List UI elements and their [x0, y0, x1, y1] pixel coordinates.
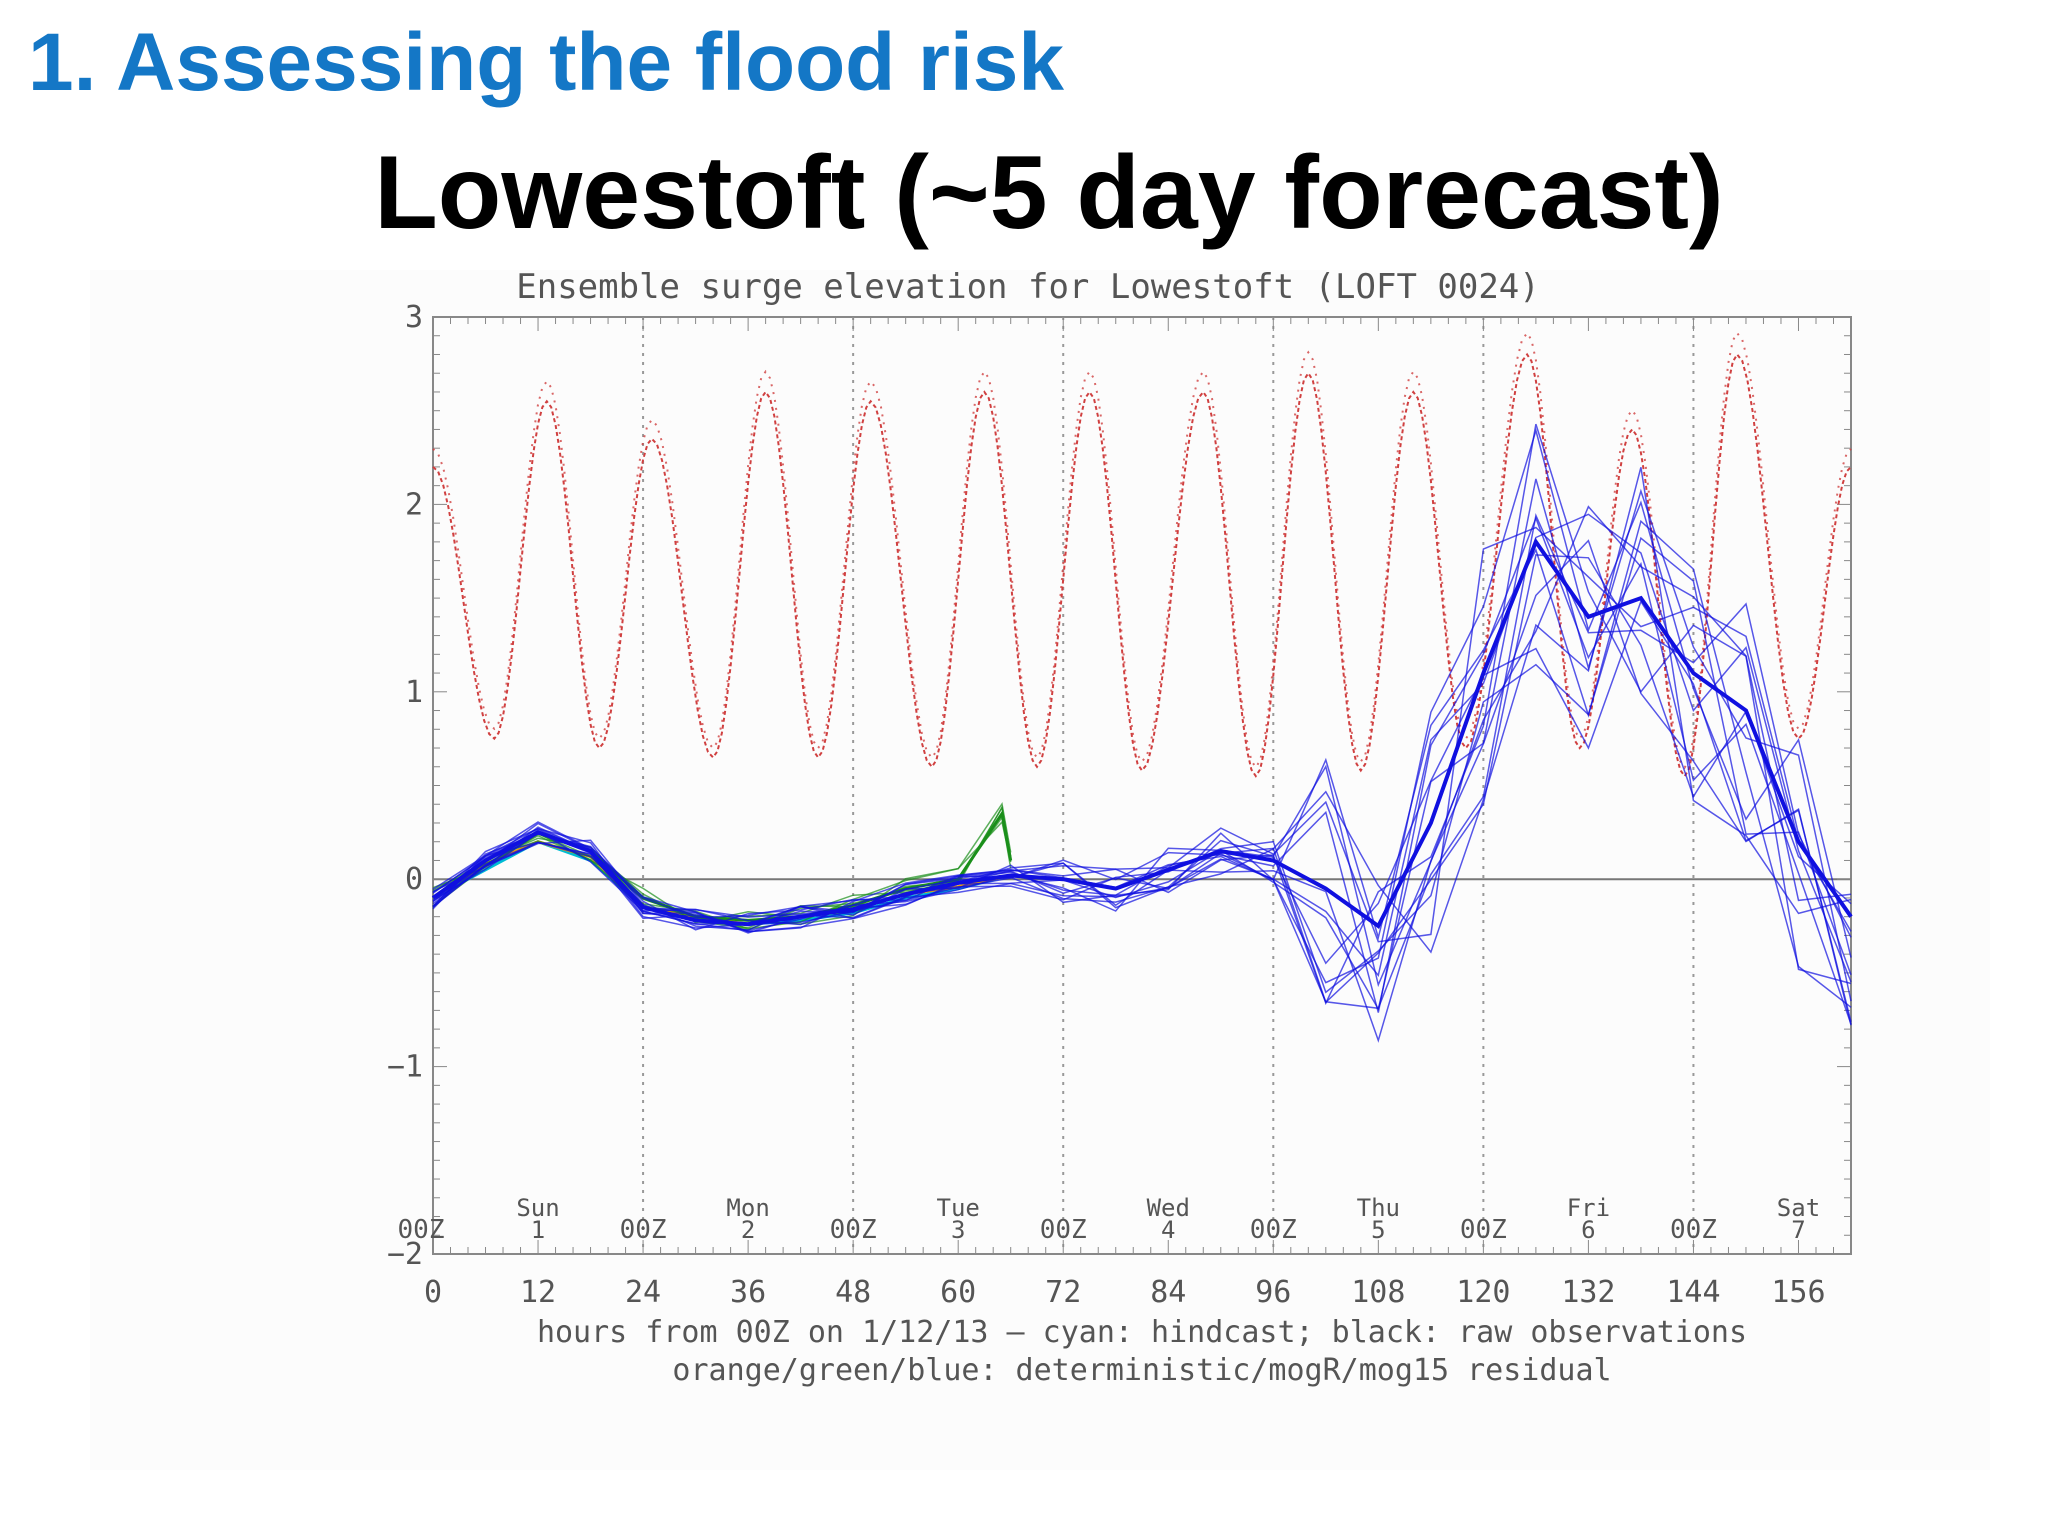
x-tick-label: 156: [1771, 1275, 1825, 1310]
series-line-mog15: [431, 537, 1853, 929]
y-tick-label: −2: [387, 1237, 423, 1272]
y-tick-label: 1: [405, 675, 423, 710]
day-marker-label: 00Z: [1250, 1215, 1297, 1245]
x-tick-label: 0: [424, 1275, 442, 1310]
ensemble-member-line: [432, 554, 1852, 1004]
weekday-label: Mon: [726, 1194, 769, 1222]
day-marker-label: 00Z: [620, 1215, 667, 1245]
x-tick-label: 96: [1255, 1275, 1291, 1310]
x-axis-label-2: orange/green/blue: deterministic/mogR/mo…: [672, 1353, 1611, 1388]
x-axis-label: hours from 00Z on 1/12/13 – cyan: hindca…: [537, 1315, 1747, 1350]
x-tick-label: 12: [520, 1275, 556, 1310]
day-marker-label: 00Z: [1460, 1215, 1507, 1245]
y-tick-label: 3: [405, 300, 423, 335]
date-label: 7: [1791, 1216, 1805, 1244]
x-tick-label: 60: [940, 1275, 976, 1310]
weekday-label: Fri: [1567, 1194, 1610, 1222]
chart-title: Ensemble surge elevation for Lowestoft (…: [516, 267, 1540, 307]
weekday-label: Sun: [516, 1194, 559, 1222]
day-marker-label: 00Z: [1040, 1215, 1087, 1245]
date-label: 1: [531, 1216, 545, 1244]
date-label: 3: [951, 1216, 965, 1244]
weekday-label: Wed: [1147, 1194, 1190, 1222]
grid-layer: [432, 316, 1852, 1255]
y-tick-label: 0: [405, 862, 423, 897]
x-tick-label: 120: [1456, 1275, 1510, 1310]
x-tick-label: 132: [1561, 1275, 1615, 1310]
chart-subtitle: Lowestoft (~5 day forecast): [374, 135, 1724, 251]
day-marker-label: 00Z: [398, 1215, 445, 1245]
y-tick-label: −1: [387, 1050, 423, 1085]
day-marker-label: 00Z: [1670, 1215, 1717, 1245]
series-layer: [431, 423, 1853, 1043]
tide-layer: [432, 331, 1852, 778]
slide-heading: 1. Assessing the flood risk: [28, 17, 1064, 108]
x-tick-label: 24: [625, 1275, 661, 1310]
tide-observed-line: [432, 331, 1852, 770]
x-tick-label: 84: [1150, 1275, 1186, 1310]
x-tick-label: 36: [730, 1275, 766, 1310]
weekday-label: Thu: [1357, 1194, 1400, 1222]
date-label: 2: [741, 1216, 755, 1244]
x-tick-label: 72: [1045, 1275, 1081, 1310]
ensemble-member-line: [432, 536, 1852, 994]
day-marker-label: 00Z: [830, 1215, 877, 1245]
date-label: 5: [1371, 1216, 1385, 1244]
x-tick-label: 108: [1351, 1275, 1405, 1310]
date-label: 6: [1581, 1216, 1595, 1244]
x-tick-label: 144: [1666, 1275, 1720, 1310]
y-tick-label: 2: [405, 487, 423, 522]
x-tick-label: 48: [835, 1275, 871, 1310]
weekday-label: Sat: [1777, 1194, 1820, 1222]
weekday-label: Tue: [937, 1194, 980, 1222]
date-label: 4: [1161, 1216, 1175, 1244]
series-mog15: [431, 423, 1853, 1043]
